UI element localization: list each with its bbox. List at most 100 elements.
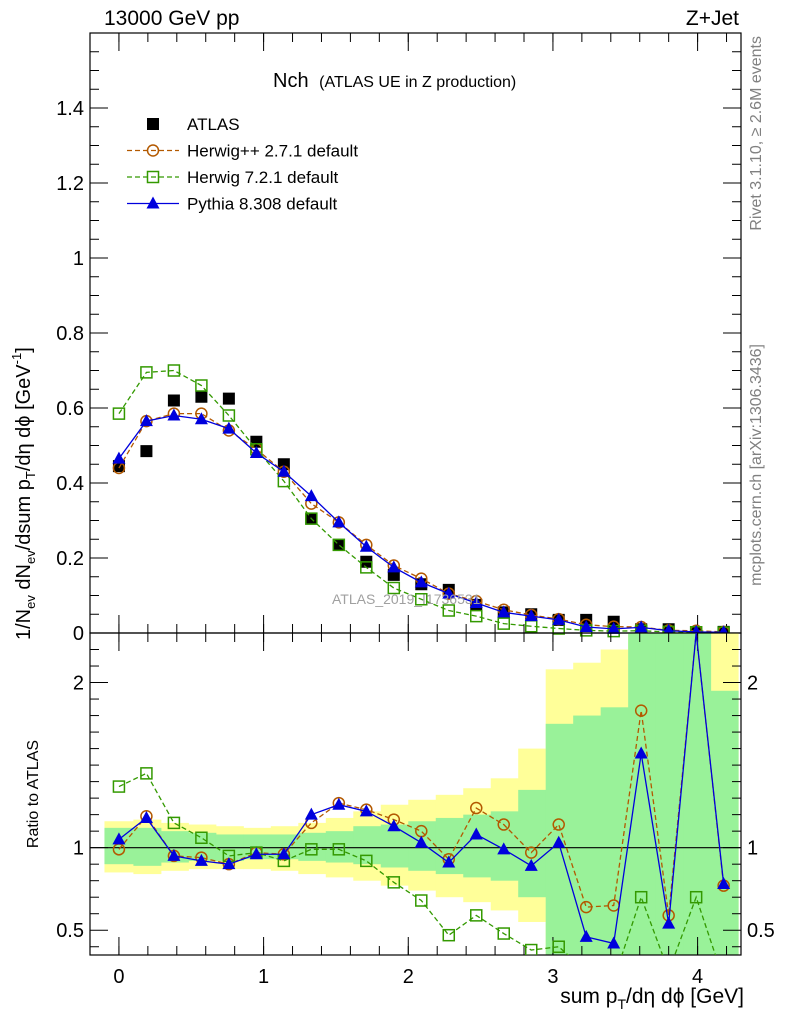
main-data-point	[442, 604, 456, 617]
main-data-point	[249, 446, 263, 458]
main-data-point	[277, 464, 291, 477]
ratio-y-tick-label-right: 2	[747, 673, 758, 695]
ratio-data-point	[662, 916, 676, 929]
legend: ATLAS Herwig++ 2.7.1 default Herwig 7.2.1 …	[127, 115, 358, 214]
main-data-point	[552, 612, 566, 625]
side-text-bottom: mcplots.cern.ch [arXiv:1306.3436]	[748, 344, 765, 586]
ratio-data-point	[305, 843, 318, 856]
ratio-data-point	[634, 890, 648, 904]
ratio-data-point	[689, 890, 703, 904]
ratio-data-point	[579, 900, 593, 914]
ratio-data-point	[332, 843, 346, 856]
main-data-point	[497, 617, 510, 630]
legend-entry: ATLAS	[147, 115, 240, 134]
ratio-data-point	[634, 704, 648, 717]
ratio-data-point	[332, 797, 346, 810]
ratio-data-point	[442, 928, 456, 942]
main-data-point	[112, 407, 126, 420]
main-y-tick-label: 0.4	[56, 473, 84, 495]
header-left-label: 13000 GeV pp	[104, 7, 239, 30]
main-data-point	[222, 409, 236, 422]
ratio-data-point	[167, 816, 181, 830]
ratio-data-point	[194, 853, 208, 866]
main-data-point	[414, 575, 428, 588]
ratio-data-point	[359, 804, 373, 817]
ratio-data-point	[139, 810, 153, 823]
ratio-data-point	[112, 780, 126, 793]
main-title-text: Nch	[273, 70, 309, 92]
ratio-y-tick-label: 0.5	[56, 920, 84, 942]
ratio-data-point	[552, 940, 565, 953]
x-tick-label: 0	[113, 966, 124, 988]
main-data-point	[139, 414, 153, 427]
ratio-data-point	[552, 818, 565, 831]
ratio-data-point	[524, 858, 538, 871]
x-axis-label: sum pT/dη dϕ [GeV]	[560, 985, 744, 1012]
header-right-label: Z+Jet	[686, 7, 739, 30]
legend-label: Herwig++ 2.7.1 default	[187, 142, 358, 161]
main-y-axis-label: 1/Nev dNev/dsum pT/dη dϕ [GeV-1]	[9, 347, 38, 640]
main-y-tick-label: 0.6	[56, 398, 84, 420]
ratio-y-tick-label-right: 0.5	[747, 920, 775, 942]
legend-label: Pythia 8.308 default	[187, 195, 338, 214]
ratio-y-tick-label-right: 1	[747, 838, 758, 860]
main-title: Nch (ATLAS UE in Z production)	[273, 70, 516, 92]
x-tick-label: 1	[258, 966, 269, 988]
ratio-data-point	[222, 857, 236, 870]
ratio-band-inner	[325, 831, 354, 863]
main-series-line	[118, 369, 724, 634]
main-data-point	[195, 379, 208, 392]
main-data-point	[442, 586, 456, 599]
legend-marker	[146, 144, 160, 157]
ratio-data-point	[524, 943, 538, 955]
ratio-data-point	[470, 801, 483, 815]
main-y-axis-label-text: 1/Nev dNev/dsum pT/dη dϕ [GeV-1]	[9, 347, 38, 640]
ratio-y-tick-label: 2	[73, 673, 84, 695]
ratio-data-point	[360, 854, 373, 868]
main-data-point	[387, 560, 401, 573]
legend-entry: Herwig++ 2.7.1 default	[127, 142, 358, 161]
ratio-series-line	[118, 772, 717, 955]
legend-marker	[146, 170, 160, 184]
ratio-panel-series	[112, 633, 731, 955]
ratio-data-point	[195, 831, 208, 845]
main-y-tick-label: 1.4	[56, 98, 84, 120]
ratio-data-point	[277, 847, 291, 860]
main-data-point	[579, 620, 593, 632]
ratio-panel-border	[89, 632, 742, 956]
main-data-point	[140, 445, 153, 458]
ratio-data-point	[524, 846, 538, 859]
main-data-point	[524, 609, 538, 622]
ratio-band-inner	[683, 633, 712, 955]
main-data-point	[607, 621, 621, 634]
ratio-series-herwig-7-2-1-default	[112, 767, 717, 955]
ratio-data-point	[470, 909, 483, 922]
ratio-series-pythia-8-308-default	[112, 633, 731, 949]
main-data-point	[469, 596, 483, 608]
ratio-data-point	[414, 835, 428, 848]
main-data-point	[140, 366, 153, 379]
ratio-data-point	[497, 842, 511, 855]
side-text-top: Rivet 3.1.10, ≥ 2.6M events	[748, 36, 765, 231]
legend-entry: Pythia 8.308 default	[127, 195, 338, 214]
ratio-data-point	[140, 767, 153, 780]
main-data-point	[195, 390, 208, 403]
ratio-series-line	[118, 633, 725, 916]
main-data-point	[387, 581, 401, 595]
main-subtitle-text: (ATLAS UE in Z production)	[319, 74, 516, 91]
main-y-tick-label: 1	[73, 248, 84, 270]
ratio-data-point	[415, 894, 428, 907]
main-y-tick-label: 0	[73, 623, 84, 645]
main-data-point	[305, 512, 318, 525]
ratio-data-point	[442, 855, 456, 868]
legend-marker	[147, 118, 159, 130]
x-tick-label: 4	[692, 966, 703, 988]
ratio-data-point	[469, 827, 483, 840]
ratio-band-inner	[463, 814, 492, 878]
legend-label: ATLAS	[187, 115, 240, 134]
main-data-point	[359, 539, 373, 552]
legend-label: Herwig 7.2.1 default	[187, 168, 338, 187]
main-data-point	[360, 561, 373, 574]
ratio-data-point	[579, 929, 593, 942]
